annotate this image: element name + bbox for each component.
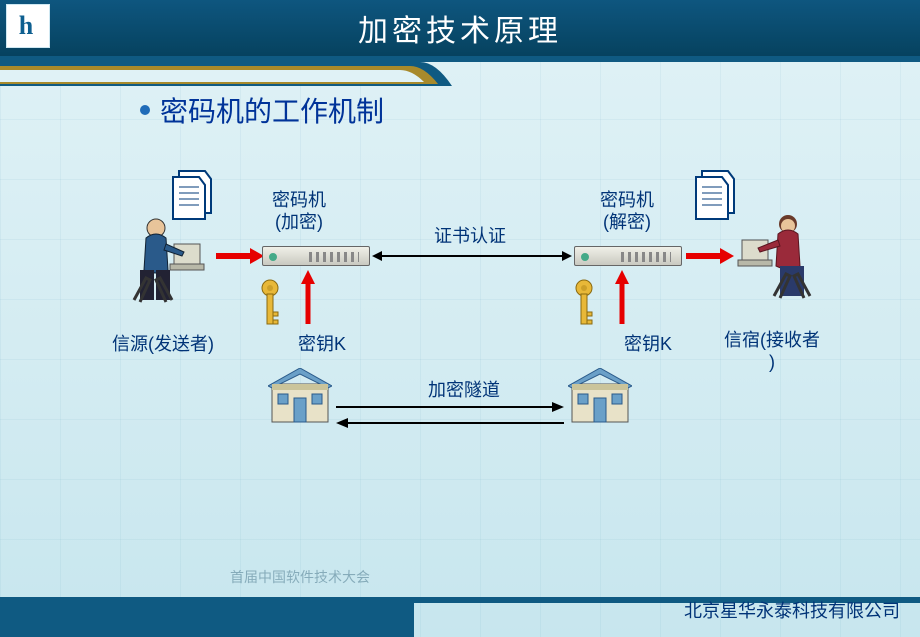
sender-label: 信源(发送者) bbox=[112, 330, 214, 356]
logo-icon: h bbox=[6, 4, 50, 48]
cert-auth-label: 证书认证 bbox=[434, 222, 506, 248]
footer-company: 北京星华永泰科技有限公司 bbox=[684, 597, 900, 623]
receiver-label: 信宿(接收者 ) bbox=[724, 330, 820, 373]
key-left-icon bbox=[260, 278, 280, 330]
tunnel-label: 加密隧道 bbox=[428, 376, 500, 402]
key-right-label: 密钥K bbox=[624, 330, 672, 356]
bullet-icon bbox=[140, 105, 150, 115]
arrow-cert-auth bbox=[372, 246, 572, 266]
key-left-label: 密钥K bbox=[298, 330, 346, 356]
slide-title: 加密技术原理 bbox=[358, 6, 562, 50]
receiver-person-icon bbox=[736, 206, 816, 306]
arrow-dec-to-receiver bbox=[686, 246, 734, 266]
arrow-tunnel-right bbox=[336, 400, 564, 414]
encryptor-label: 密码机 (加密) bbox=[272, 190, 326, 233]
decryptor-device-icon bbox=[574, 246, 682, 266]
building-right-icon bbox=[568, 368, 632, 424]
key-right-icon bbox=[574, 278, 594, 330]
arrow-key-right-up bbox=[614, 270, 630, 324]
building-left-icon bbox=[268, 368, 332, 424]
title-bar: h 加密技术原理 bbox=[0, 0, 920, 56]
arrow-tunnel-left bbox=[336, 416, 564, 430]
encryption-diagram: 信源(发送者) 密码机 (加密) 证书认证 密码机 (解密) bbox=[0, 150, 920, 480]
section-title-text: 密码机的工作机制 bbox=[160, 90, 384, 130]
arrow-key-left-up bbox=[300, 270, 316, 324]
encryptor-device-icon bbox=[262, 246, 370, 266]
footer-left-text: 首届中国软件技术大会 bbox=[230, 567, 370, 587]
section-title: 密码机的工作机制 bbox=[140, 90, 384, 130]
accent-bar bbox=[0, 56, 920, 86]
arrow-sender-to-enc bbox=[216, 246, 264, 266]
decryptor-label: 密码机 (解密) bbox=[600, 190, 654, 233]
sender-person-icon bbox=[130, 210, 210, 310]
